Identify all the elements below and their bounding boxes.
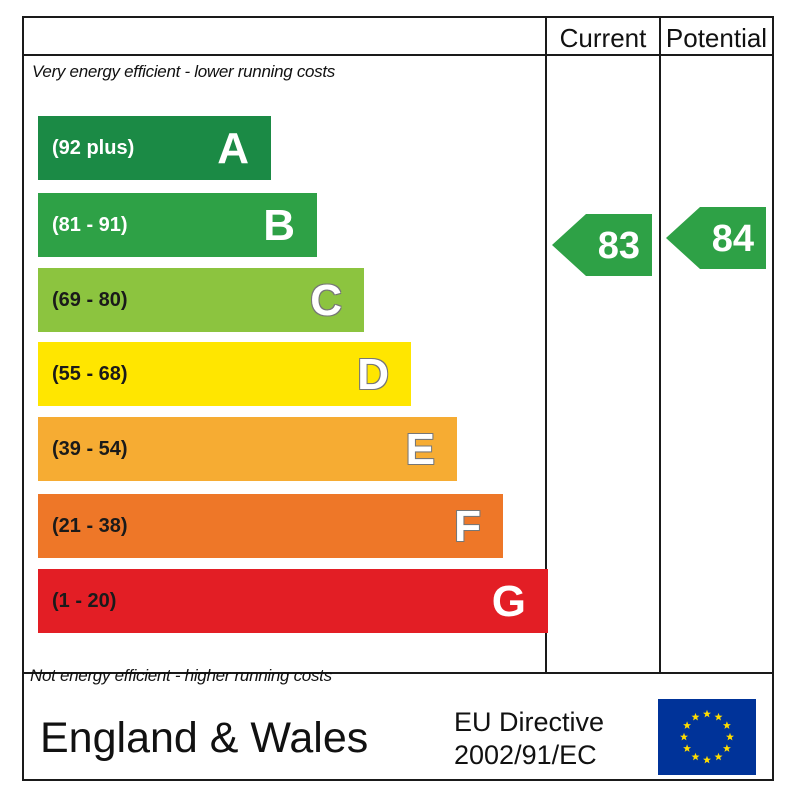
band-c-letter: C bbox=[310, 276, 342, 325]
band-g-letter: G bbox=[491, 577, 526, 626]
current-column-divider bbox=[545, 18, 547, 674]
band-g: (1 - 20) G bbox=[38, 569, 548, 633]
top-note: Very energy efficient - lower running co… bbox=[32, 62, 336, 81]
eu-star bbox=[703, 709, 711, 718]
eu-flag-icon bbox=[658, 699, 756, 775]
band-a-range: (92 plus) bbox=[52, 137, 135, 159]
header-divider bbox=[24, 54, 772, 56]
eu-star bbox=[714, 712, 723, 721]
eu-star bbox=[703, 755, 711, 764]
epc-chart: Current Potential Very energy efficient … bbox=[22, 16, 774, 781]
band-d-range: (55 - 68) bbox=[52, 363, 128, 385]
band-e-letter: E bbox=[405, 425, 435, 474]
band-a-letter: A bbox=[217, 124, 249, 173]
eu-directive-line1: EU Directive bbox=[454, 707, 605, 737]
band-g-range: (1 - 20) bbox=[52, 590, 117, 612]
eu-directive-line2: 2002/91/EC bbox=[454, 740, 597, 770]
band-b-letter: B bbox=[263, 201, 295, 250]
band-f-range: (21 - 38) bbox=[52, 515, 128, 537]
eu-flag-stars bbox=[680, 709, 734, 764]
eu-star bbox=[691, 712, 700, 721]
region-label: England & Wales bbox=[40, 714, 369, 762]
band-b-range: (81 - 91) bbox=[52, 214, 128, 236]
band-d: (55 - 68) D bbox=[38, 342, 411, 406]
band-f: (21 - 38) F bbox=[38, 494, 503, 558]
eu-star bbox=[722, 744, 731, 752]
eu-directive-label: EU Directive 2002/91/EC bbox=[454, 706, 604, 772]
eu-star bbox=[714, 752, 723, 761]
current-header: Current bbox=[559, 23, 647, 53]
band-b: (81 - 91) B bbox=[38, 193, 317, 257]
band-e-range: (39 - 54) bbox=[52, 438, 128, 460]
eu-star bbox=[691, 752, 700, 761]
current-rating-arrow: 83 bbox=[552, 214, 652, 276]
eu-star bbox=[726, 732, 734, 741]
eu-star bbox=[683, 721, 692, 729]
potential-column-divider bbox=[659, 18, 661, 674]
eu-star bbox=[722, 721, 731, 729]
eu-star bbox=[683, 744, 692, 752]
band-a: (92 plus) A bbox=[38, 116, 271, 180]
band-c-range: (69 - 80) bbox=[52, 289, 128, 311]
eu-star bbox=[680, 732, 688, 741]
band-c: (69 - 80) C bbox=[38, 268, 364, 332]
band-e: (39 - 54) E bbox=[38, 417, 457, 481]
band-f-letter: F bbox=[454, 502, 481, 551]
band-d-letter: D bbox=[357, 350, 389, 399]
bottom-note: Not energy efficient - higher running co… bbox=[30, 666, 332, 685]
potential-rating-arrow: 84 bbox=[666, 207, 766, 269]
footer-divider bbox=[24, 672, 772, 674]
potential-header: Potential bbox=[665, 23, 768, 53]
